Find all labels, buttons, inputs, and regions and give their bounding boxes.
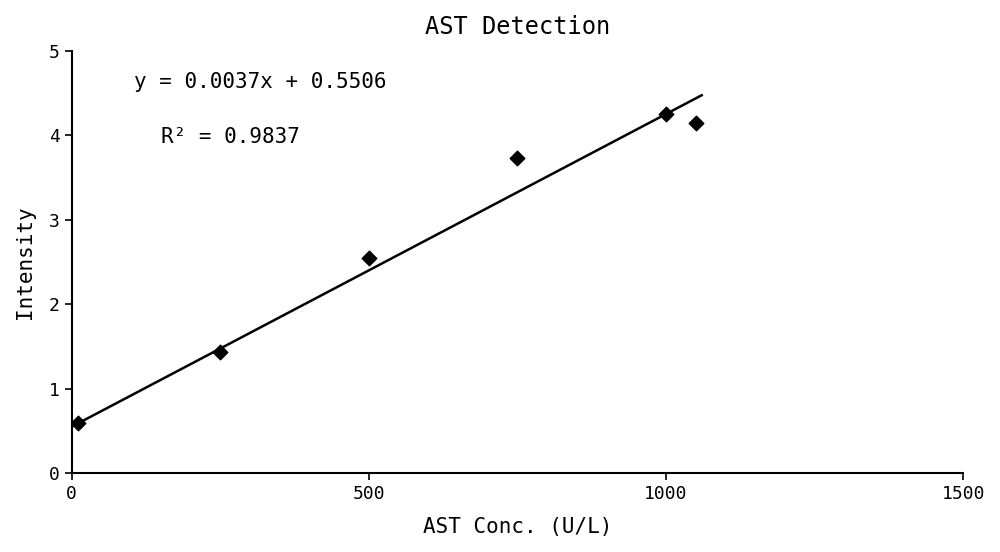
X-axis label: AST Conc. (U/L): AST Conc. (U/L) (423, 517, 612, 537)
Text: y = 0.0037x + 0.5506: y = 0.0037x + 0.5506 (134, 72, 386, 92)
Text: R² = 0.9837: R² = 0.9837 (161, 127, 300, 147)
Point (70, 419, 86, 428)
Y-axis label: Intensity: Intensity (15, 205, 35, 319)
Point (658, 110, 674, 119)
Point (361, 253, 377, 262)
Point (688, 118, 704, 127)
Point (509, 153, 525, 162)
Title: AST Detection: AST Detection (425, 15, 610, 39)
Point (212, 348, 228, 357)
